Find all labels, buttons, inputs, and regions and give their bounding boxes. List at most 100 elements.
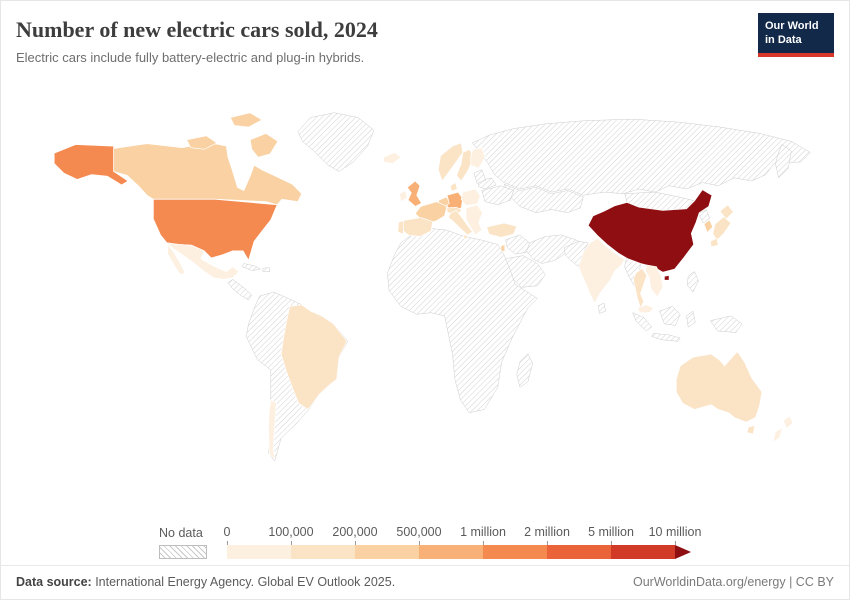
country-balkans[interactable] [465, 204, 484, 236]
no-data-borneo[interactable] [659, 305, 681, 326]
country-vietnam[interactable] [645, 264, 664, 298]
legend-tick-mark [227, 541, 228, 545]
country-mexico-baja[interactable] [167, 243, 186, 275]
country-japan-hokkaido[interactable] [719, 204, 735, 220]
legend-segment[interactable] [483, 545, 547, 559]
data-source-text: International Energy Agency. Global EV O… [91, 575, 396, 589]
country-usa[interactable] [153, 198, 278, 261]
country-alaska-usa[interactable] [54, 143, 129, 186]
legend-tick-label: 100,000 [268, 525, 314, 539]
legend-tick-mark [675, 541, 676, 545]
country-australia-tasmania[interactable] [746, 424, 756, 435]
legend-segments [227, 545, 675, 559]
chart-footer: Data source: International Energy Agency… [1, 565, 849, 599]
country-india[interactable] [578, 237, 626, 304]
no-data-ukraine[interactable] [481, 185, 515, 205]
country-italy[interactable] [448, 209, 474, 236]
world-map [54, 112, 811, 462]
no-data-sulawesi[interactable] [686, 310, 696, 328]
no-data-africa[interactable] [387, 228, 539, 413]
legend-segment[interactable] [355, 545, 419, 559]
no-data-label: No data [159, 526, 203, 540]
chart-header: Number of new electric cars sold, 2024 E… [16, 13, 834, 65]
no-data-kamchatka[interactable] [775, 143, 792, 179]
no-data-madagascar[interactable] [516, 353, 534, 388]
no-data-central-asia[interactable] [503, 183, 584, 213]
country-mexico[interactable] [166, 242, 240, 280]
country-israel[interactable] [500, 243, 506, 252]
legend-tick-label: 5 million [588, 525, 634, 539]
country-australia[interactable] [676, 350, 763, 423]
legend-tick-label: 0 [223, 525, 231, 539]
no-data-cuba[interactable] [242, 262, 262, 271]
country-finland[interactable] [470, 147, 486, 169]
data-layer [54, 112, 794, 461]
country-iceland[interactable] [383, 151, 402, 164]
country-canada-victoria-island[interactable] [186, 135, 218, 150]
country-norway[interactable] [438, 142, 464, 182]
legend-segment[interactable] [611, 545, 675, 559]
legend-segment[interactable] [291, 545, 355, 559]
country-brazil[interactable] [281, 304, 348, 410]
legend-tick-label: 10 million [648, 525, 702, 539]
no-data-hispaniola[interactable] [262, 266, 271, 272]
chart-subtitle: Electric cars include fully battery-elec… [16, 50, 365, 66]
country-france[interactable] [414, 200, 448, 223]
no-data-russia[interactable] [472, 118, 811, 196]
no-data-philippines[interactable] [687, 270, 699, 293]
legend-tick-label: 2 million [524, 525, 570, 539]
country-china-hainan[interactable] [664, 274, 670, 281]
data-source-label: Data source: [16, 575, 92, 589]
country-south-korea[interactable] [703, 219, 714, 233]
no-data-block: No data [159, 526, 207, 559]
legend-tick-mark [419, 541, 420, 545]
legend-arrow [675, 545, 691, 559]
logo-line1: Our World [765, 20, 819, 32]
no-data-greenland[interactable] [297, 112, 375, 172]
country-thailand[interactable] [633, 267, 648, 309]
country-sweden[interactable] [456, 148, 474, 182]
legend-segment[interactable] [547, 545, 611, 559]
country-denmark[interactable] [449, 181, 458, 192]
no-data-north-korea[interactable] [698, 208, 711, 224]
legend-tick-mark [611, 541, 612, 545]
country-japan-honshu[interactable] [712, 215, 732, 241]
legend-tick-label: 200,000 [332, 525, 378, 539]
country-malaysia[interactable] [637, 304, 655, 313]
country-japan-kyushu[interactable] [710, 237, 719, 248]
legend-segment[interactable] [227, 545, 291, 559]
license-link[interactable]: OurWorldinData.org/energy | CC BY [632, 575, 834, 589]
country-new-zealand-north[interactable] [783, 415, 794, 429]
no-data-central-america[interactable] [227, 278, 253, 301]
country-italy-sicily[interactable] [462, 234, 470, 241]
country-poland[interactable] [461, 188, 481, 206]
logo-line2: in Data [765, 34, 802, 47]
no-data-iraq-syria[interactable] [505, 234, 531, 254]
no-data-baltics[interactable] [473, 169, 487, 184]
header-text: Number of new electric cars sold, 2024 E… [16, 13, 378, 65]
country-china[interactable] [588, 188, 713, 273]
legend-segment[interactable] [419, 545, 483, 559]
country-canada[interactable] [113, 142, 303, 205]
country-new-zealand-south[interactable] [772, 426, 784, 443]
no-data-sri-lanka[interactable] [598, 302, 607, 314]
legend-bar [227, 545, 691, 559]
legend-tick-label: 500,000 [396, 525, 442, 539]
country-portugal[interactable] [397, 219, 404, 235]
logo-accent [758, 53, 834, 57]
country-chile[interactable] [268, 399, 277, 461]
no-data-sumatra[interactable] [632, 311, 653, 332]
country-canada-ellesmere[interactable] [230, 112, 264, 128]
country-canada-baffin[interactable] [250, 132, 279, 158]
legend-colorbar: 0 100,000 200,000 500,000 1 million 2 million… [223, 525, 701, 559]
legend-tick-mark [483, 541, 484, 545]
country-turkey[interactable] [486, 222, 518, 238]
no-data-new-guinea[interactable] [710, 315, 743, 333]
country-ireland[interactable] [399, 189, 408, 202]
owid-logo[interactable]: Our World in Data [758, 13, 834, 57]
legend-tick-mark [547, 541, 548, 545]
country-uk[interactable] [407, 180, 423, 207]
no-data-swatch[interactable] [159, 545, 207, 559]
no-data-java[interactable] [651, 332, 681, 342]
